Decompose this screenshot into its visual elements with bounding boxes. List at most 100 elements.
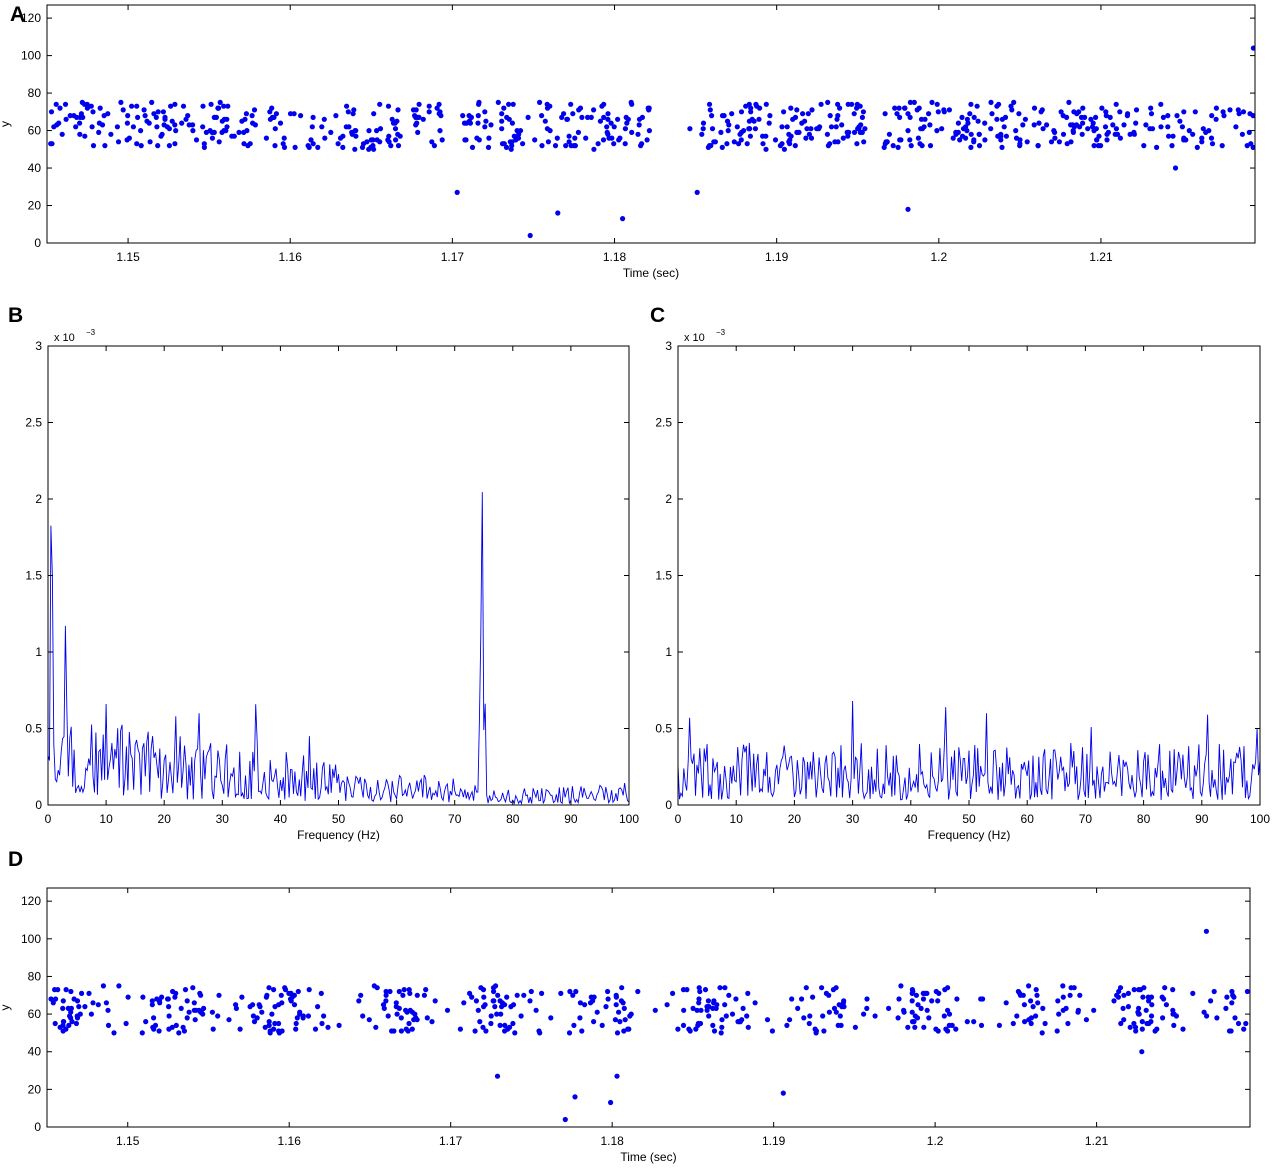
spike-point (763, 101, 769, 107)
panel-d-spike-raster: D 1.15 1.16 1.17 1.18 1.19 1.2 1.21 0 20 40 60 80 100… (0, 848, 1251, 1164)
x-tick-label: 0 (675, 812, 682, 826)
spike-point (1071, 985, 1077, 991)
spike-point (726, 122, 732, 128)
spike-point (920, 996, 927, 1002)
spike-point (570, 992, 576, 998)
spike-point (405, 1028, 411, 1034)
spike-point (955, 129, 961, 135)
spike-point (1158, 124, 1164, 130)
spike-point (1133, 107, 1140, 113)
spike-point (824, 131, 831, 137)
spike-point (266, 985, 272, 991)
spike-point (432, 998, 438, 1004)
spike-point (911, 99, 917, 105)
spike-point (988, 99, 994, 105)
spike-point (1208, 998, 1214, 1004)
spike-point (182, 987, 189, 993)
spike-point (740, 1005, 746, 1012)
x-tick-label: 80 (506, 812, 520, 826)
panel-letter: C (650, 304, 665, 327)
spike-point (717, 985, 723, 991)
spike-point (480, 987, 487, 993)
y-tick-label: 40 (28, 1045, 42, 1059)
spike-point (68, 1005, 74, 1012)
spike-point (533, 1007, 539, 1013)
spike-point (237, 1026, 243, 1032)
spike-point (621, 1028, 627, 1034)
spike-point (60, 998, 66, 1004)
spike-point (208, 101, 214, 107)
spike-point (518, 1013, 524, 1019)
x-tick-label: 1.18 (600, 1134, 624, 1148)
spike-point (620, 216, 626, 222)
spike-point (269, 1011, 275, 1017)
x-tick-label: 1.21 (1085, 1134, 1109, 1148)
spike-point (53, 101, 59, 107)
spike-point (955, 120, 962, 126)
spike-point (420, 116, 426, 122)
spike-point (965, 120, 971, 126)
spike-point (706, 1013, 712, 1019)
spike-point (1001, 124, 1007, 130)
spike-point (792, 114, 799, 120)
spike-point (680, 1022, 687, 1028)
x-tick-label: 70 (448, 812, 462, 826)
spike-point (1154, 144, 1160, 150)
spike-point (1117, 985, 1124, 991)
spike-point (215, 105, 221, 111)
spike-point (134, 103, 140, 109)
y-tick-label: 1.5 (655, 569, 672, 583)
spike-point (726, 992, 732, 998)
spike-point (746, 101, 752, 107)
spike-point (821, 1028, 827, 1034)
spike-point (116, 983, 122, 989)
spike-point (1035, 143, 1041, 149)
spike-point (1132, 1024, 1139, 1030)
spike-point (60, 1005, 66, 1012)
spike-point (766, 120, 772, 126)
spike-point (475, 113, 481, 119)
spike-point (1199, 139, 1205, 145)
spike-point (1063, 1005, 1069, 1012)
spike-point (1170, 133, 1176, 139)
spike-point (1223, 1005, 1229, 1012)
spike-point (360, 1013, 366, 1019)
spike-point (974, 103, 980, 109)
spike-point (224, 116, 230, 122)
spike-point (722, 985, 728, 991)
spike-point (166, 1004, 172, 1010)
spike-point (86, 990, 92, 997)
spike-point (892, 105, 898, 111)
spike-point (917, 141, 923, 147)
spike-point (621, 1005, 627, 1012)
spike-point (805, 111, 811, 117)
spike-point (373, 1024, 379, 1030)
spike-point (545, 139, 552, 145)
spike-point (933, 1026, 939, 1032)
spike-point (69, 1019, 75, 1025)
spike-point (125, 994, 131, 1000)
spike-point (687, 126, 693, 132)
spike-point (1085, 126, 1091, 132)
y-tick-label: 80 (28, 969, 42, 983)
spike-point (804, 126, 810, 132)
spike-point (1031, 122, 1037, 128)
y-tick-label: 80 (28, 86, 42, 100)
spike-point (568, 101, 574, 107)
spike-point (803, 135, 809, 141)
spike-point (414, 120, 420, 126)
spike-point (200, 103, 206, 109)
spike-point (371, 111, 377, 117)
x-tick-label: 100 (1250, 812, 1270, 826)
spike-point (97, 105, 103, 111)
spike-point (745, 990, 751, 997)
y-exponent-label: x 10 (54, 332, 75, 344)
spike-point (140, 994, 146, 1000)
spike-point (588, 114, 594, 120)
spike-point (994, 116, 1000, 122)
spike-point (282, 985, 288, 991)
spike-point (820, 1013, 826, 1019)
spike-point (1060, 983, 1066, 989)
spike-point (315, 1004, 321, 1010)
spike-point (482, 109, 488, 115)
